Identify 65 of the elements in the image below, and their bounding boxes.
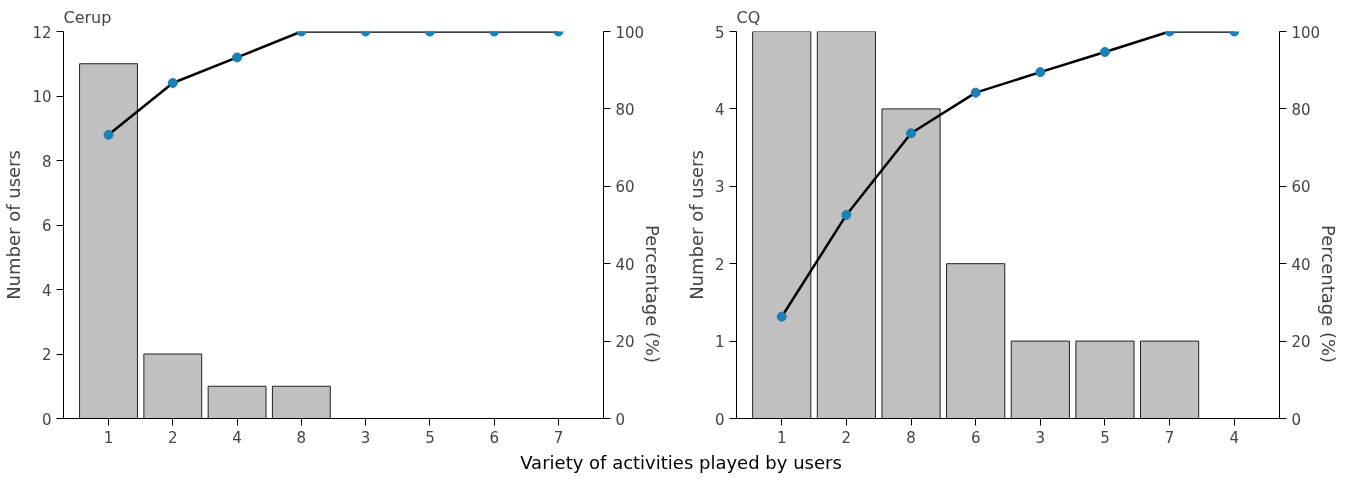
point bbox=[841, 209, 852, 220]
y-tick-label: 0 bbox=[41, 410, 52, 429]
bar bbox=[1140, 340, 1200, 419]
x-tick-label: 7 bbox=[1164, 428, 1175, 447]
y2-tick-label: 100 bbox=[1291, 23, 1321, 42]
y2-tick-label: 20 bbox=[615, 333, 635, 352]
bar bbox=[1010, 340, 1070, 419]
bar bbox=[207, 385, 267, 419]
y-axis-title: Number of users bbox=[685, 150, 707, 300]
x-tick-label: 6 bbox=[970, 428, 981, 447]
y-tick-label: 2 bbox=[714, 255, 725, 274]
point bbox=[1035, 67, 1046, 78]
x-axis-title: Variety of activities played by users bbox=[520, 451, 842, 475]
chart-title: CQ bbox=[736, 7, 761, 27]
bar bbox=[79, 63, 138, 419]
y2-tick-label: 40 bbox=[1291, 255, 1311, 274]
bar bbox=[881, 108, 941, 419]
bar bbox=[752, 31, 812, 419]
bar bbox=[1075, 340, 1135, 419]
x-tick-label: 2 bbox=[841, 428, 852, 447]
x-tick-label: 2 bbox=[168, 428, 178, 447]
x-tick-label: 5 bbox=[425, 428, 435, 447]
x-tick-label: 4 bbox=[232, 428, 242, 447]
y2-axis-title: Percentage (%) bbox=[1317, 225, 1339, 364]
x-tick-label: 5 bbox=[1100, 428, 1110, 447]
point bbox=[1099, 47, 1110, 57]
y-tick-label: 4 bbox=[41, 281, 52, 300]
x-tick-label: 3 bbox=[360, 428, 371, 447]
y2-axis-title: Percentage (%) bbox=[641, 225, 663, 364]
y2-tick-label: 0 bbox=[1291, 410, 1302, 429]
x-tick-label: 8 bbox=[906, 428, 916, 447]
y-tick-label: 10 bbox=[32, 88, 52, 106]
y-tick-label: 3 bbox=[714, 178, 725, 197]
y-tick-label: 12 bbox=[32, 23, 52, 42]
x-tick-label: 1 bbox=[103, 428, 114, 447]
bar bbox=[816, 31, 876, 419]
y-tick-label: 8 bbox=[41, 152, 52, 171]
y-axis-title: Number of users bbox=[3, 150, 25, 300]
point bbox=[776, 311, 787, 322]
y2-tick-label: 60 bbox=[1291, 178, 1311, 197]
y-tick-label: 6 bbox=[41, 217, 52, 235]
x-tick-label: 1 bbox=[776, 428, 787, 447]
y-tick-label: 1 bbox=[714, 333, 725, 352]
y2-tick-label: 80 bbox=[615, 100, 635, 119]
chart-title: Cerup bbox=[63, 7, 112, 27]
y2-tick-label: 40 bbox=[615, 255, 635, 274]
y2-tick-label: 0 bbox=[615, 410, 626, 429]
y-tick-label: 5 bbox=[714, 23, 725, 42]
y2-tick-label: 60 bbox=[615, 178, 635, 197]
y2-tick-label: 100 bbox=[615, 23, 645, 42]
x-tick-label: 7 bbox=[553, 428, 564, 447]
y2-tick-label: 80 bbox=[1291, 100, 1311, 119]
y-tick-label: 4 bbox=[714, 100, 725, 119]
bar bbox=[143, 353, 203, 419]
x-tick-label: 6 bbox=[489, 428, 499, 447]
point bbox=[906, 128, 917, 139]
bar bbox=[271, 385, 331, 419]
x-tick-label: 4 bbox=[1229, 428, 1240, 447]
y-tick-label: 2 bbox=[41, 346, 52, 364]
y2-tick-label: 20 bbox=[1291, 333, 1311, 352]
bar bbox=[946, 263, 1006, 419]
y-tick-label: 0 bbox=[714, 410, 725, 429]
x-tick-label: 3 bbox=[1035, 428, 1046, 447]
x-tick-label: 8 bbox=[296, 428, 307, 447]
point bbox=[970, 87, 981, 98]
